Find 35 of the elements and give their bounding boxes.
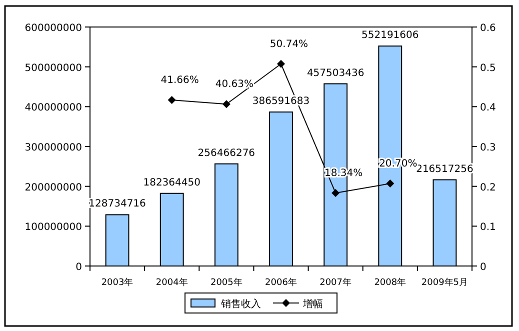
y2-tick-label: 0 [480,262,486,273]
data-label: 50.74% [270,38,308,50]
legend-label: 销售收入 [220,298,261,310]
data-label: 40.63% [215,79,254,90]
x-tick-label: 2004年 [156,277,188,288]
y2-tick-label: 0.3 [480,142,496,154]
y-tick-label: 100000000 [24,222,82,234]
y-tick-label: 400000000 [24,102,82,114]
x-tick-label: 2008年 [374,277,406,288]
point [332,188,340,197]
y-tick-label: 600000000 [24,23,82,34]
data-label: 457503436 [306,68,364,79]
point [277,60,285,68]
point [386,180,394,188]
data-label: 256466276 [198,148,256,159]
data-label: 41.66% [160,75,199,86]
data-label: 182364450 [143,177,200,188]
y2-tick-label: 0.2 [480,182,496,194]
y-tick-label: 300000000 [24,142,82,154]
point [222,100,230,108]
y2-tick-label: 0.6 [480,23,496,34]
point [168,96,176,104]
y2-tick-label: 0.5 [480,62,496,74]
x-tick-label: 2005年 [210,277,242,288]
x-tick-label: 2003年 [101,277,134,288]
y2-tick-label: 0.1 [480,222,496,234]
data-label: 552191606 [362,30,419,42]
x-tick-label: 2007年 [320,277,352,288]
y2-tick-label: 0.4 [480,102,496,114]
legend-label: 增幅 [302,298,323,310]
y-tick-label: 500000000 [24,62,82,74]
x-tick-label: 2006年 [265,277,297,288]
y-tick-label: 200000000 [24,182,82,194]
y-tick-label: 0 [76,262,82,273]
x-tick-label: 2009年5月 [421,277,468,288]
